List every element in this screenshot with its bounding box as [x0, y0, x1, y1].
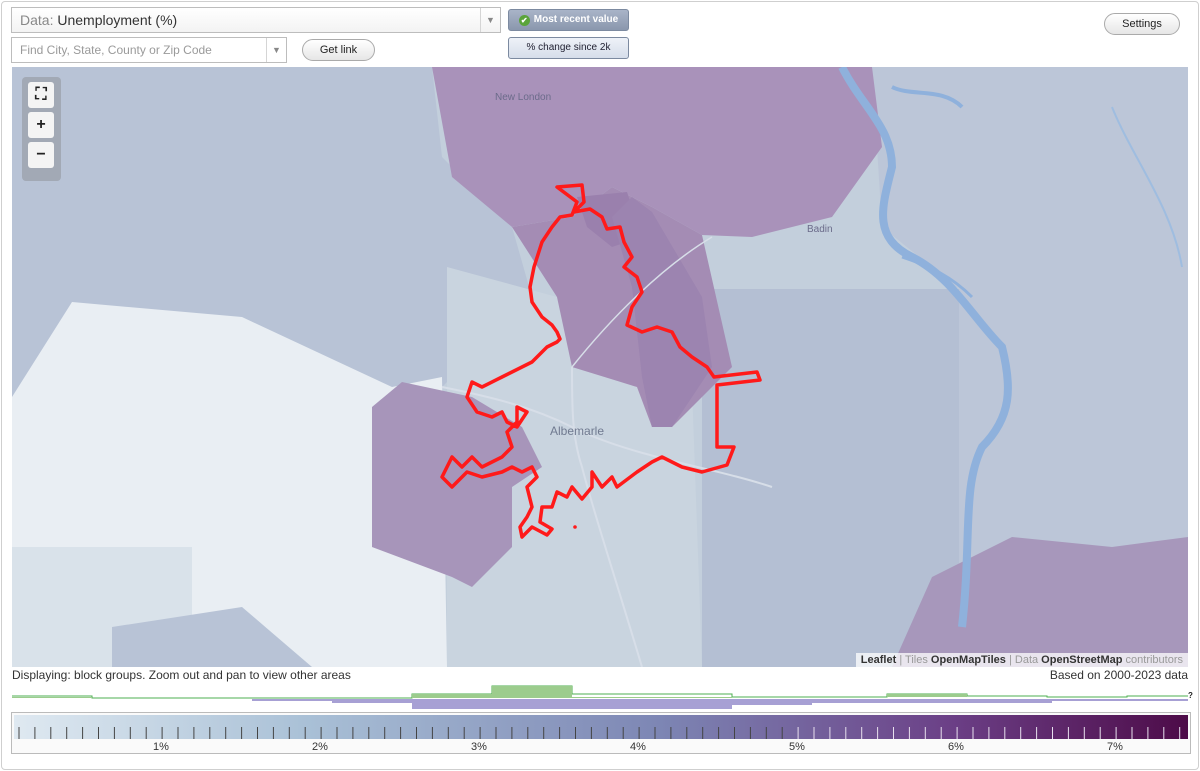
scale-tick-label: 7%	[1107, 741, 1123, 753]
location-search-field[interactable]: ▼	[11, 37, 287, 63]
openmaptiles-link[interactable]: OpenMapTiles	[930, 654, 1006, 666]
most-recent-value-toggle[interactable]: ✔ Most recent value	[508, 9, 629, 31]
map-attribution: Leaflet | Tiles OpenMapTiles | Data Open…	[855, 653, 1188, 667]
scale-tick-label: 1%	[153, 741, 169, 753]
scale-tick-label: 2%	[312, 741, 328, 753]
scale-tick-label: 4%	[630, 741, 646, 753]
color-scale-bar	[14, 715, 1188, 739]
displaying-status: Displaying: block groups. Zoom out and p…	[12, 668, 351, 682]
place-label-new-london: New London	[495, 92, 552, 103]
data-select-value: Unemployment (%)	[57, 12, 178, 28]
search-input[interactable]	[20, 39, 260, 61]
place-label-albemarle: Albemarle	[550, 424, 605, 438]
check-icon: ✔	[518, 15, 530, 26]
attribution-sep-1: | Tiles	[896, 654, 931, 666]
distribution-histogram	[12, 685, 1188, 709]
zoom-control: ⛶ + −	[22, 77, 61, 181]
zoom-in-button[interactable]: +	[28, 112, 54, 138]
chevron-down-icon[interactable]: ▼	[480, 8, 500, 32]
place-label-badin: Badin	[807, 224, 833, 235]
percent-change-toggle[interactable]: % change since 2k	[508, 37, 629, 59]
get-link-button[interactable]: Get link	[302, 39, 375, 61]
chevron-down-icon[interactable]: ▼	[266, 38, 286, 62]
city-boundary-outline	[440, 183, 762, 539]
settings-button[interactable]: Settings	[1104, 13, 1180, 35]
attribution-contributors: contributors	[1122, 654, 1183, 666]
most-recent-value-label: Most recent value	[533, 14, 619, 25]
fit-bounds-icon[interactable]: ⛶	[28, 82, 54, 108]
scale-tick-label: 6%	[948, 741, 964, 753]
scale-tick-label: 3%	[471, 741, 487, 753]
leaflet-link[interactable]: Leaflet	[860, 654, 897, 666]
map-view[interactable]: New London Badin Albemarle ⛶ + − Leaflet…	[12, 67, 1188, 667]
attribution-sep-2: | Data	[1005, 654, 1042, 666]
data-select[interactable]: Data: Unemployment (%) ▼	[11, 7, 501, 33]
data-select-prefix: Data:	[20, 12, 58, 28]
map-canvas	[12, 67, 1188, 667]
color-scale-legend: 1% 2% 3% 4% 5% 6% 7%	[11, 712, 1191, 754]
help-icon[interactable]: ?	[1188, 691, 1193, 700]
data-range-status: Based on 2000-2023 data	[1049, 668, 1188, 682]
zoom-out-button[interactable]: −	[28, 142, 54, 168]
scale-tick-label: 5%	[789, 741, 805, 753]
openstreetmap-link[interactable]: OpenStreetMap	[1041, 654, 1123, 666]
